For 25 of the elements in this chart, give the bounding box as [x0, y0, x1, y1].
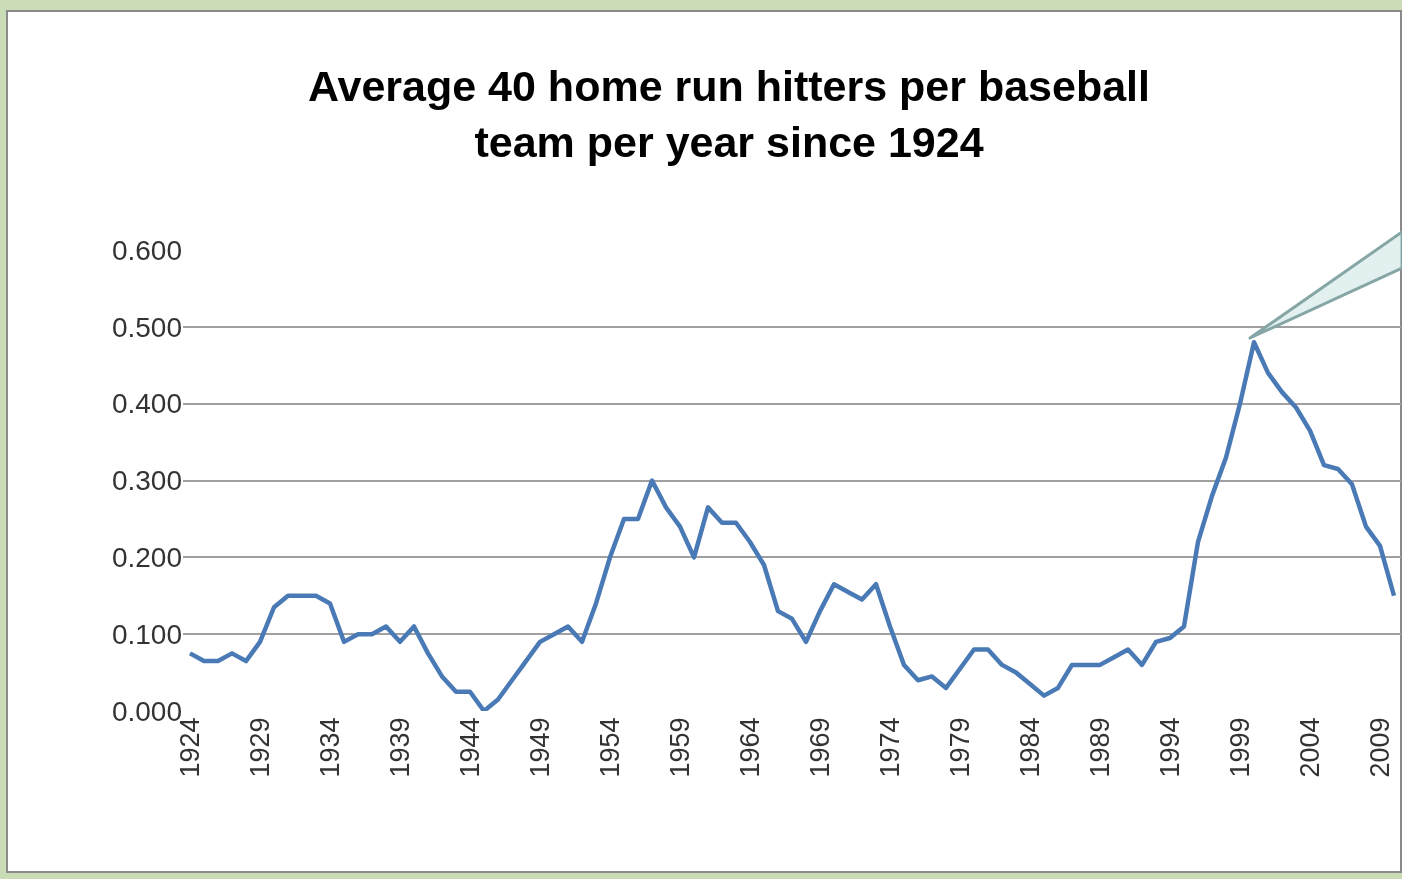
y-tick-label: 0.100: [111, 618, 182, 650]
y-tick-label: 0.200: [111, 542, 182, 574]
x-tick-label: 1979: [944, 717, 975, 778]
y-tick-label: 0.600: [111, 234, 182, 266]
x-tick-label: 1994: [1154, 717, 1185, 778]
x-tick-label: 1959: [664, 717, 695, 778]
x-tick-label: 1984: [1014, 717, 1045, 778]
x-tick-label: 1929: [244, 717, 275, 778]
x-tick-label: 1989: [1084, 717, 1115, 778]
y-tick-label: 0.500: [111, 311, 182, 343]
x-tick-label: 1954: [594, 717, 625, 778]
x-tick-label: 1964: [734, 717, 765, 778]
y-tick-label: 0.400: [111, 388, 182, 420]
x-tick-label: 1949: [524, 717, 555, 778]
x-tick-label: 2004: [1294, 717, 1325, 778]
y-tick-label: 0.300: [111, 465, 182, 497]
x-tick-label: 2009: [1364, 717, 1395, 778]
x-tick-label: 1939: [384, 717, 415, 778]
x-tick-label: 1999: [1224, 717, 1255, 778]
chart-title: Average 40 home run hitters per baseball team per year since 1924: [308, 62, 1151, 166]
x-tick-label: 1934: [314, 717, 345, 778]
line-series: [187, 339, 1397, 711]
x-tick-label: 1969: [804, 717, 835, 778]
x-tick-label: 1974: [874, 717, 905, 778]
x-tick-label: 1944: [454, 717, 485, 778]
